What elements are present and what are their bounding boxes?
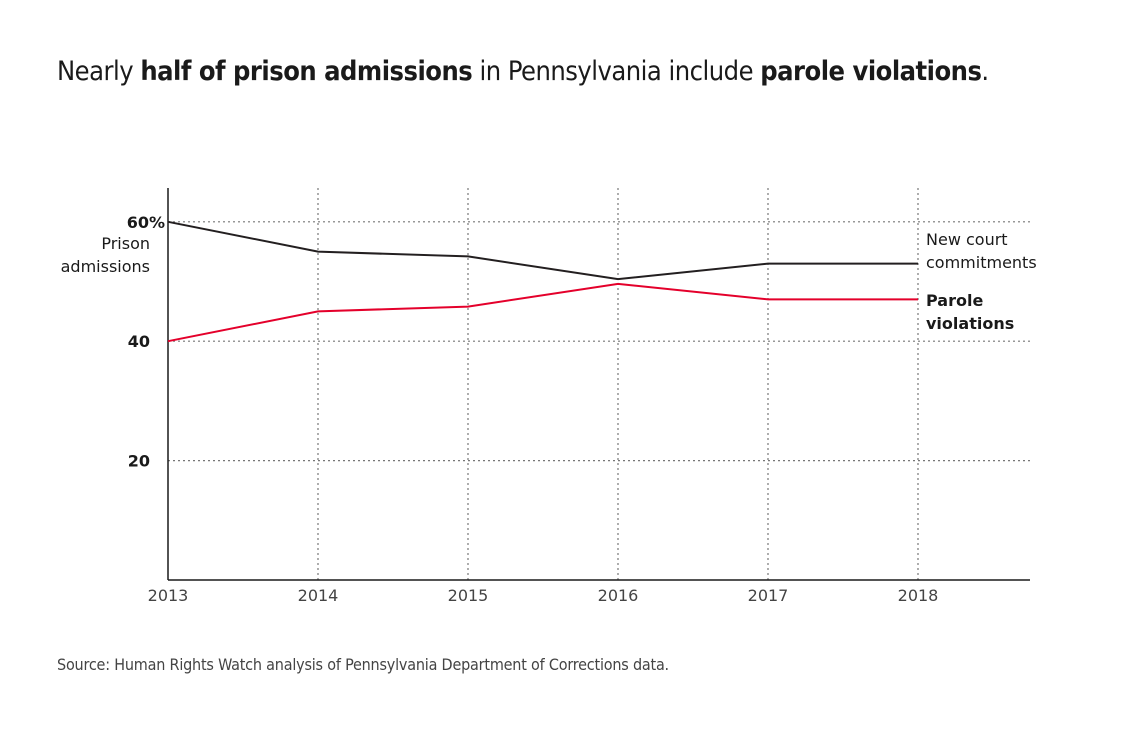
y-tick-label: 40 — [128, 332, 150, 351]
series-label-line: commitments — [926, 253, 1037, 272]
series-label-line: violations — [926, 314, 1014, 333]
x-tick-label: 2014 — [298, 586, 339, 605]
x-tick-label: 2018 — [898, 586, 939, 605]
y-axis-label-line: Prison — [101, 234, 150, 253]
source-note: Source: Human Rights Watch analysis of P… — [57, 655, 669, 674]
series-line-new-court-commitments — [167, 220, 918, 281]
title-part: half of prison admissions — [140, 56, 473, 87]
x-tick-label: 2016 — [598, 586, 639, 605]
y-axis-label-line: admissions — [61, 257, 150, 276]
y-tick-label: 20 — [128, 452, 150, 471]
chart-title: Nearly half of prison admissions in Penn… — [57, 56, 989, 87]
series-line-parole-violations — [167, 282, 918, 343]
x-tick-label: 2015 — [448, 586, 489, 605]
title-part: in Pennsylvania include — [472, 56, 761, 87]
x-tick-label: 2013 — [148, 586, 189, 605]
y-tick-label: 60% — [127, 213, 165, 232]
title-part: . — [981, 56, 989, 87]
x-tick-label: 2017 — [748, 586, 789, 605]
title-part: parole violations — [760, 56, 982, 87]
series-label-line: New court — [926, 230, 1008, 249]
series-label-line: Parole — [926, 291, 983, 310]
title-part: Nearly — [57, 56, 141, 87]
